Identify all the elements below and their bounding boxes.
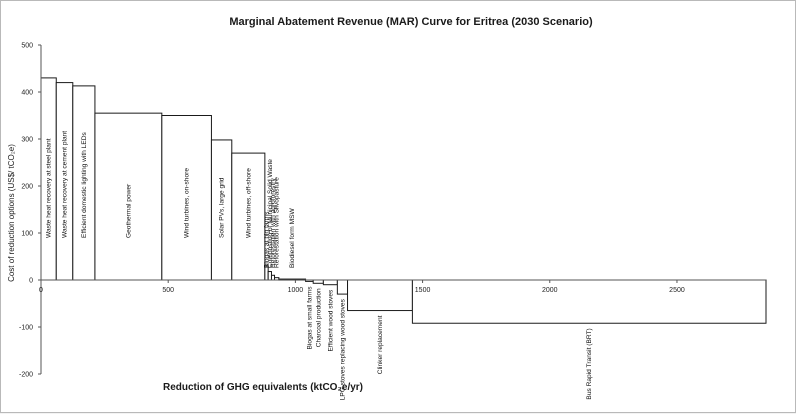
y-tick-label-7: 500 (21, 43, 33, 50)
bar-16 (347, 279, 413, 312)
bar-label-0: Waste heat recovery at steel plant (46, 138, 53, 238)
axes-group: -200 -100 0 100 200 300 400 500 0 500 1000 1500 2000… (19, 43, 766, 379)
y-tick-label-5: 300 (21, 137, 33, 144)
y-tick-label-0: -200 (19, 372, 33, 379)
y-tick-label-2: 0 (29, 278, 33, 285)
bar-label-1: Waste heat recovery at cement plant (62, 131, 69, 238)
y-axis-label: Cost of reduction options (US$/ tCO₂e) (7, 144, 16, 282)
bar-label-15: LPG stoves replacing wood stoves (339, 298, 346, 400)
bar-14 (322, 279, 338, 286)
bar-label-10: Reforestation with Silvopasture (274, 177, 281, 268)
bar-label-13: Charcoal production (315, 288, 322, 347)
bar-label-7: Biogas at big farms (264, 211, 271, 268)
bar-label-8: Composting of Municipal Solid Waste (267, 159, 274, 268)
bars-group (40, 77, 767, 324)
bar-label-2: Efficient domestic lighting with LEDs (81, 132, 88, 238)
x-tick-label-4: 2000 (542, 287, 558, 294)
bar-label-17: Bus Rapid Transit (BRT) (586, 328, 593, 399)
bar-label-16: Clinker replacement (377, 315, 384, 374)
x-tick-label-3: 1500 (415, 287, 431, 294)
bar-label-5: Solar PVs, large grid (219, 177, 226, 238)
bar-label-6: Wind turbines, off-shore (245, 168, 252, 238)
bar-17 (411, 279, 767, 324)
x-tick-label-2: 1000 (288, 287, 304, 294)
bar-labels-group: Waste heat recovery at steel plant Waste … (46, 131, 594, 401)
bar-label-12: Biogas at small farms (306, 286, 313, 350)
bar-label-3: Geothermal power (125, 183, 132, 238)
x-tick-label-5: 2500 (669, 287, 685, 294)
bar-label-4: Wind turbines, on-shore (184, 168, 191, 238)
bar-6 (231, 152, 266, 281)
x-tick-label-1: 500 (162, 287, 174, 294)
y-tick-label-3: 100 (21, 231, 33, 238)
bar-label-11: Biodiesel form MSW (289, 207, 296, 268)
y-tick-label-6: 400 (21, 90, 33, 97)
x-tick-label-0: 0 (39, 287, 43, 294)
bar-label-14: Efficient wood stoves (327, 289, 334, 352)
x-axis-label: Reduction of GHG equivalents (ktCO₂e/yr) (163, 382, 363, 393)
y-tick-label-4: 200 (21, 184, 33, 191)
bar-label-9: Reforestation with agroforestry (270, 178, 277, 268)
chart-title: Marginal Abatement Revenue (MAR) Curve f… (229, 16, 593, 28)
bar-15 (336, 279, 349, 295)
y-tick-label-1: -100 (19, 325, 33, 332)
